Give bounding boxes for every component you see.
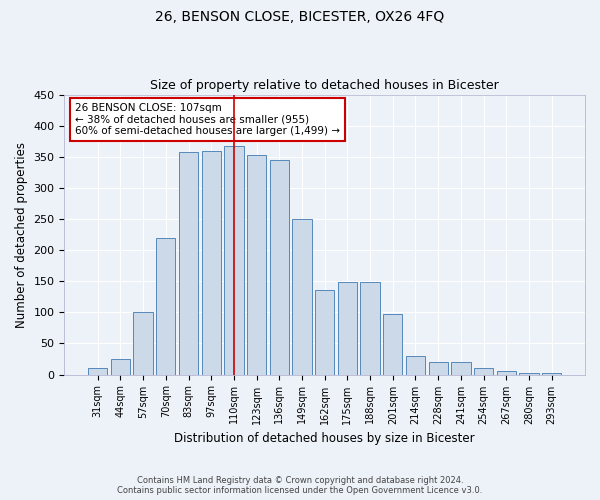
Text: 26 BENSON CLOSE: 107sqm
← 38% of detached houses are smaller (955)
60% of semi-d: 26 BENSON CLOSE: 107sqm ← 38% of detache…	[75, 103, 340, 136]
X-axis label: Distribution of detached houses by size in Bicester: Distribution of detached houses by size …	[175, 432, 475, 445]
Text: Contains HM Land Registry data © Crown copyright and database right 2024.
Contai: Contains HM Land Registry data © Crown c…	[118, 476, 482, 495]
Text: 26, BENSON CLOSE, BICESTER, OX26 4FQ: 26, BENSON CLOSE, BICESTER, OX26 4FQ	[155, 10, 445, 24]
Bar	[202, 150, 221, 374]
Bar	[497, 372, 516, 374]
Bar	[451, 362, 470, 374]
Bar	[179, 152, 198, 374]
Bar	[361, 282, 380, 374]
Bar	[247, 155, 266, 374]
Y-axis label: Number of detached properties: Number of detached properties	[15, 142, 28, 328]
Bar	[111, 359, 130, 374]
Bar	[292, 219, 311, 374]
Bar	[224, 146, 244, 374]
Bar	[428, 362, 448, 374]
Bar	[406, 356, 425, 374]
Bar	[338, 282, 357, 374]
Bar	[133, 312, 153, 374]
Bar	[315, 290, 334, 374]
Bar	[383, 314, 403, 374]
Bar	[474, 368, 493, 374]
Bar	[156, 238, 175, 374]
Bar	[542, 372, 562, 374]
Bar	[269, 160, 289, 374]
Title: Size of property relative to detached houses in Bicester: Size of property relative to detached ho…	[151, 79, 499, 92]
Bar	[520, 372, 539, 374]
Bar	[88, 368, 107, 374]
